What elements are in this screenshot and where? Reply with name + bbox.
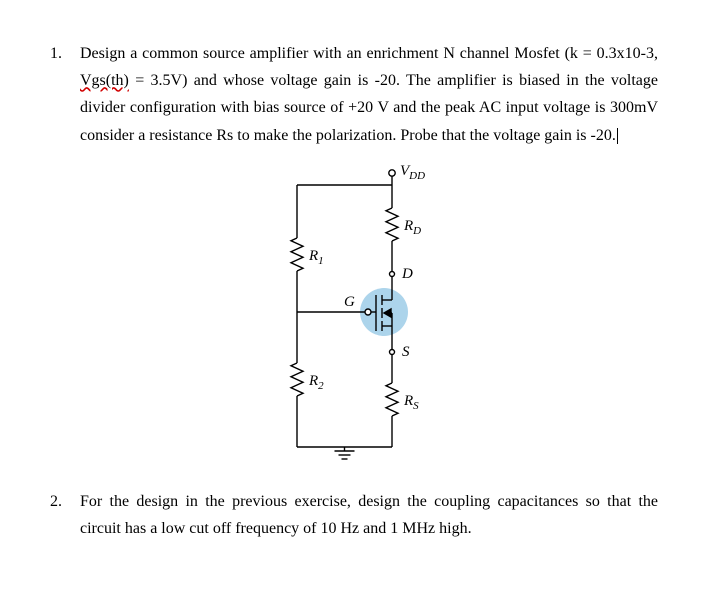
svg-text:G: G (344, 294, 355, 310)
svg-text:RS: RS (403, 393, 419, 412)
text-cursor (617, 128, 618, 144)
circuit-diagram: VDD R1 G R2 RD D S RS (50, 157, 658, 476)
problem-1-text: Design a common source amplifier with an… (80, 40, 658, 149)
problem-1-number: 1. (50, 40, 80, 149)
problem-2-text: For the design in the previous exercise,… (80, 488, 658, 542)
squiggle-text: Vgs(th) (80, 72, 129, 89)
problem-2: 2. For the design in the previous exerci… (50, 488, 658, 542)
svg-text:R2: R2 (308, 373, 324, 392)
svg-text:D: D (401, 266, 413, 282)
problem-2-number: 2. (50, 488, 80, 542)
problem-1-text-part2: = 3.5V) and whose voltage gain is -20. T… (80, 72, 658, 143)
svg-text:VDD: VDD (400, 163, 425, 182)
problem-1-text-part1: Design a common source amplifier with an… (80, 45, 658, 62)
svg-text:RD: RD (403, 218, 421, 237)
svg-text:S: S (402, 344, 410, 360)
svg-text:R1: R1 (308, 248, 324, 267)
problem-1: 1. Design a common source amplifier with… (50, 40, 658, 149)
